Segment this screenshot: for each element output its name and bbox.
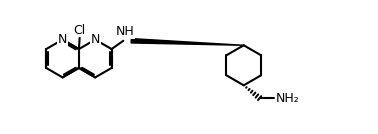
Text: NH₂: NH₂ xyxy=(276,92,299,105)
Text: N: N xyxy=(91,33,100,46)
Text: N: N xyxy=(58,33,67,46)
Text: Cl: Cl xyxy=(74,24,86,37)
Polygon shape xyxy=(131,39,244,45)
Text: NH: NH xyxy=(116,25,135,38)
